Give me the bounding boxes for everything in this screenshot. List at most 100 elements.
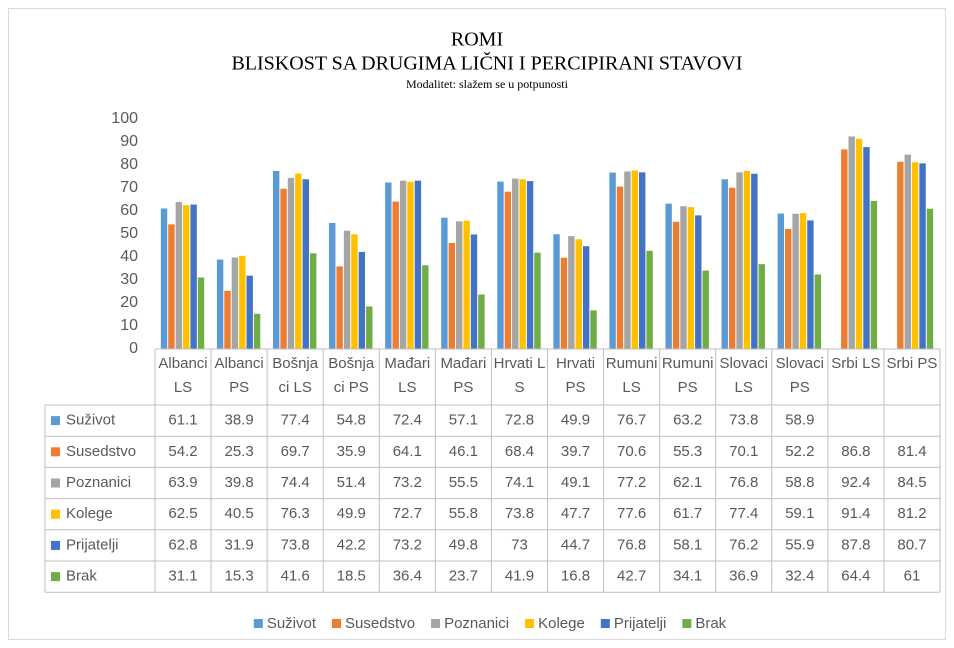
bar xyxy=(919,163,926,349)
bar xyxy=(646,250,653,349)
table-value: 76.8 xyxy=(617,536,646,553)
bar xyxy=(470,234,478,349)
table-value: 62.8 xyxy=(168,536,197,553)
table-value: 69.7 xyxy=(281,443,310,460)
table-value: 36.4 xyxy=(393,568,422,585)
table-value: 73 xyxy=(511,536,528,553)
legend-key xyxy=(332,619,342,628)
category-cell: Mađari LS xyxy=(384,355,431,396)
table-value: 70.1 xyxy=(729,443,758,460)
bar xyxy=(183,205,190,349)
table-value: 58.9 xyxy=(785,412,814,429)
table-value: 68.4 xyxy=(505,443,534,460)
y-tick-label: 40 xyxy=(120,248,138,265)
bar xyxy=(351,234,358,349)
table-value: 59.1 xyxy=(785,505,814,522)
x-tick-label: Mađari PS xyxy=(440,355,487,396)
bar xyxy=(575,239,582,349)
bar xyxy=(553,234,560,349)
bar xyxy=(799,213,807,349)
table-value: 84.5 xyxy=(897,474,926,491)
bar xyxy=(414,180,422,349)
bar xyxy=(168,224,175,349)
table-value: 54.8 xyxy=(337,412,366,429)
x-tick-label: Bošnjaci PS xyxy=(328,355,375,396)
table-value: 42.2 xyxy=(337,536,366,553)
bar xyxy=(512,178,519,349)
bar xyxy=(582,246,590,349)
x-tick-label: Srbi LS xyxy=(831,355,881,372)
legend: Suživot Susedstvo Poznanici Kolege Prijatelj… xyxy=(253,615,727,632)
bar xyxy=(680,206,687,349)
table-value: 31.1 xyxy=(168,568,197,585)
y-tick-label: 30 xyxy=(120,271,138,288)
bar xyxy=(309,253,317,349)
x-tick-label: Hrvati LS xyxy=(493,355,546,396)
table-value: 39.7 xyxy=(561,443,590,460)
table-value: 49.8 xyxy=(449,536,478,553)
bar xyxy=(590,310,597,349)
category-cell: Slovaci PS xyxy=(776,355,824,396)
category-cell: Mađari PS xyxy=(440,355,487,396)
table-value: 72.4 xyxy=(393,412,422,429)
legend-label: Poznanici xyxy=(444,615,509,632)
bar xyxy=(841,149,848,349)
category-cell: Albanci LS xyxy=(158,355,208,396)
bar xyxy=(519,179,526,349)
category-cell: Hrvati PS xyxy=(555,355,596,396)
table-value: 73.8 xyxy=(729,412,758,429)
bar xyxy=(855,138,863,349)
table-value: 57.1 xyxy=(449,412,478,429)
y-tick-label: 10 xyxy=(120,317,138,334)
table-value: 92.4 xyxy=(841,474,870,491)
table-value: 62.1 xyxy=(673,474,702,491)
bar xyxy=(639,172,646,349)
table-value: 46.1 xyxy=(449,443,478,460)
x-tick-label: Albanci LS xyxy=(158,355,208,396)
bar xyxy=(609,172,616,349)
table-value: 73.2 xyxy=(393,474,422,491)
table-value: 76.2 xyxy=(729,536,758,553)
bar xyxy=(231,257,239,349)
bar xyxy=(239,255,246,349)
table-value: 58.8 xyxy=(785,474,814,491)
bar xyxy=(695,215,702,349)
bar xyxy=(272,170,280,349)
bar xyxy=(736,172,743,349)
row-label: Poznanici xyxy=(66,474,131,491)
bar xyxy=(246,275,253,349)
bar xyxy=(777,213,785,349)
x-tick-label: Rumuni LS xyxy=(605,355,658,396)
x-tick-label: Rumuni PS xyxy=(661,355,714,396)
bar xyxy=(526,181,534,349)
bar xyxy=(343,230,351,349)
table-value: 63.2 xyxy=(673,412,702,429)
table-value: 80.7 xyxy=(897,536,926,553)
bar xyxy=(534,252,541,349)
y-tick-label: 0 xyxy=(129,340,138,357)
x-tick-label: Slovaci LS xyxy=(719,355,768,396)
category-cell: Srbi PS xyxy=(887,355,938,372)
table-value: 31.9 xyxy=(225,536,254,553)
x-tick-label: Hrvati PS xyxy=(555,355,596,396)
table-value: 34.1 xyxy=(673,568,702,585)
bar xyxy=(497,181,504,349)
legend-label: Susedstvo xyxy=(345,615,415,632)
bar xyxy=(295,173,302,349)
x-tick-label: Mađari LS xyxy=(384,355,431,396)
table-value: 55.9 xyxy=(785,536,814,553)
legend-key xyxy=(51,478,60,488)
bar xyxy=(926,208,934,349)
bar xyxy=(448,242,455,349)
bar xyxy=(422,265,429,349)
category-cell: Hrvati LS xyxy=(493,355,546,396)
bar xyxy=(455,221,463,349)
category-cell: Bošnjaci PS xyxy=(328,355,375,396)
legend-key xyxy=(682,619,692,628)
bar xyxy=(197,277,205,349)
table-value: 74.4 xyxy=(281,474,310,491)
x-tick-label: Bošnjaci LS xyxy=(272,355,319,396)
table-value: 64.1 xyxy=(393,443,422,460)
bar xyxy=(253,313,261,349)
